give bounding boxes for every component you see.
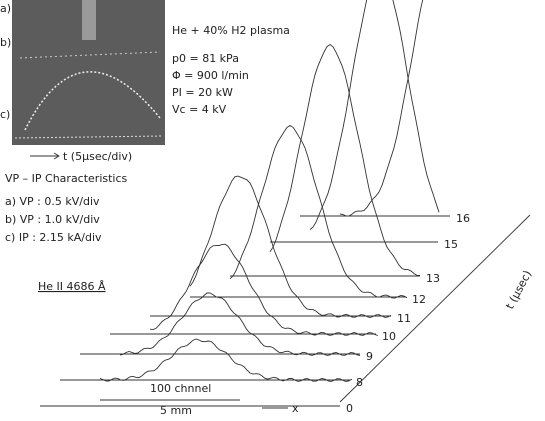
condition: p0 = 81 kPa [172, 52, 239, 65]
t-tick-label: 12 [412, 293, 426, 306]
t-tick-label: 16 [456, 212, 470, 225]
profile [339, 0, 424, 217]
profile [189, 175, 392, 318]
profile [229, 124, 408, 299]
trace-base [14, 135, 163, 139]
t-tick-label: 13 [426, 272, 440, 285]
trace-b [19, 51, 161, 59]
t-tick-label: 15 [444, 238, 458, 251]
profile [309, 0, 440, 230]
t-tick-label: 9 [366, 350, 373, 363]
inset-label: a) [0, 2, 11, 15]
scale: c) IP : 2.15 kA/div [5, 231, 102, 244]
arrow-head [53, 152, 60, 160]
scale: a) VP : 0.5 kV/div [5, 195, 100, 208]
condition: Φ = 900 l/min [172, 69, 249, 82]
x-label: x [292, 402, 299, 415]
condition: Vc = 4 kV [172, 103, 227, 116]
t-tick-label: 10 [382, 330, 396, 343]
profile [269, 43, 420, 276]
inset-label: c) [0, 108, 10, 121]
trace-c [24, 71, 161, 131]
inset-caption: VP – IP Characteristics [5, 172, 128, 185]
profile [99, 338, 353, 382]
t-tick-label: 11 [397, 312, 411, 325]
inset-label: b) [0, 36, 11, 49]
length-label: 5 mm [160, 404, 192, 417]
photo-highlight [82, 0, 96, 40]
t-tick-label: 0 [346, 402, 353, 415]
spectral-line: He II 4686 Å [38, 280, 106, 293]
scale: b) VP : 1.0 kV/div [5, 213, 100, 226]
t-axis [339, 214, 531, 403]
time-axis-label: t (5μsec/div) [63, 150, 132, 163]
profile [149, 243, 379, 336]
condition: PI = 20 kW [172, 86, 233, 99]
waterfall [40, 0, 450, 407]
t-tick-label: 8 [356, 376, 363, 389]
channel-label: 100 chnnel [150, 382, 211, 395]
profile [119, 292, 361, 356]
conditions-title: He + 40% H2 plasma [172, 24, 290, 37]
